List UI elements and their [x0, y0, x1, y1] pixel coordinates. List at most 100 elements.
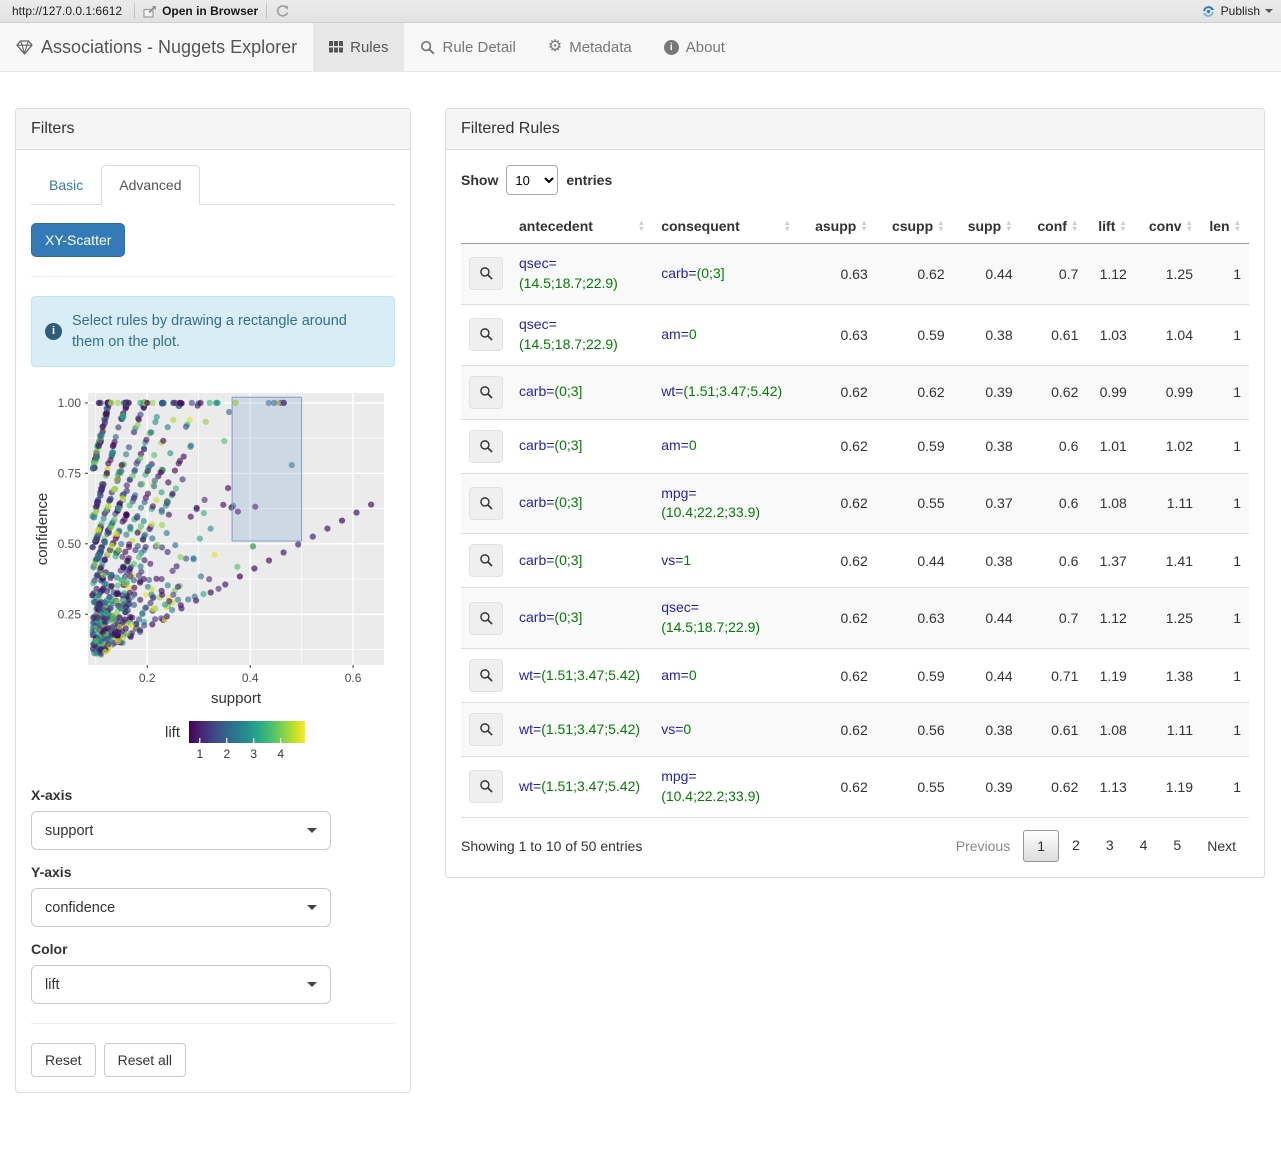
- inspect-rule-button[interactable]: [469, 486, 503, 520]
- scatter-point: [133, 460, 140, 467]
- scatter-point: [234, 508, 241, 515]
- inspect-rule-button[interactable]: [469, 770, 503, 804]
- column-header-lift[interactable]: lift ▲ ▼: [1086, 209, 1135, 244]
- column-header-csupp[interactable]: csupp ▲ ▼: [875, 209, 953, 244]
- selection-rectangle[interactable]: [231, 396, 303, 542]
- scatter-point: [137, 455, 144, 462]
- column-header-supp[interactable]: supp ▲ ▼: [952, 209, 1021, 244]
- scatter-point: [177, 400, 184, 407]
- toolbar-divider: [266, 3, 268, 19]
- scatter-point: [193, 504, 200, 512]
- scatter-point: [251, 565, 258, 572]
- tab-about[interactable]: i About: [648, 23, 741, 71]
- page-button-3[interactable]: 3: [1105, 836, 1114, 853]
- rules-table: antecedent ▲ ▼ consequent ▲ ▼ asupp ▲ ▼ csupp ▲ ▼ su…: [461, 209, 1249, 818]
- publish-button[interactable]: Publish: [1201, 4, 1273, 19]
- column-header-conv[interactable]: conv ▲ ▼: [1134, 209, 1201, 244]
- tab-rule-detail[interactable]: Rule Detail: [404, 23, 531, 71]
- scatter-point: [200, 591, 207, 598]
- antecedent-cell: carb=(0;3]: [519, 551, 583, 568]
- previous-page-button[interactable]: Previous: [955, 837, 1011, 854]
- scatter-point: [90, 615, 97, 622]
- scatter-point: [338, 517, 346, 524]
- supp-cell: 0.44: [985, 667, 1013, 684]
- scatter-point: [226, 409, 233, 416]
- scatter-point: [117, 605, 124, 612]
- scatter-point: [169, 607, 176, 614]
- sort-icon: ▲ ▼: [1005, 218, 1013, 233]
- tab-rules[interactable]: Rules: [313, 23, 405, 71]
- scatter-point: [121, 616, 128, 623]
- scatter-point: [179, 476, 186, 483]
- page-length-select[interactable]: 10: [506, 165, 559, 195]
- page-button-2[interactable]: 2: [1072, 836, 1080, 853]
- scatter-point: [118, 577, 125, 584]
- reset-button[interactable]: Reset: [31, 1043, 96, 1078]
- open-in-browser-button[interactable]: Open in Browser: [143, 4, 258, 18]
- next-page-button[interactable]: Next: [1207, 837, 1236, 854]
- tab-metadata[interactable]: ⚙ Metadata: [532, 23, 648, 71]
- inspect-rule-button[interactable]: [469, 318, 503, 352]
- inspect-rule-button[interactable]: [469, 429, 503, 463]
- scatter-point: [164, 582, 171, 589]
- x-axis-select[interactable]: support: [31, 811, 331, 851]
- scatter-point: [100, 481, 107, 488]
- scatter-point: [119, 495, 126, 502]
- xy-scatter-button[interactable]: XY-Scatter: [31, 223, 126, 257]
- inspect-rule-button[interactable]: [469, 375, 503, 409]
- page-button-1[interactable]: 1: [1023, 829, 1060, 862]
- scatter-point: [131, 494, 138, 501]
- scatter-point: [103, 588, 110, 595]
- scatter-point: [142, 605, 149, 612]
- reset-all-button[interactable]: Reset all: [103, 1043, 187, 1078]
- scatter-point: [129, 593, 136, 601]
- scatter-point: [173, 563, 180, 570]
- scatter-point: [131, 584, 138, 592]
- conf-cell: 0.7: [1058, 265, 1079, 282]
- inspect-rule-button[interactable]: [469, 713, 503, 746]
- y-axis-select[interactable]: confidence: [31, 888, 331, 928]
- refresh-button[interactable]: [275, 4, 290, 19]
- inspect-cell: [461, 757, 511, 818]
- column-header-asupp[interactable]: asupp ▲ ▼: [798, 209, 876, 244]
- column-header-len[interactable]: len ▲ ▼: [1200, 209, 1249, 244]
- scatter-point: [207, 525, 214, 532]
- scatter-points: [89, 399, 375, 658]
- tab-basic[interactable]: Basic: [31, 165, 101, 205]
- publish-icon: [1202, 5, 1214, 17]
- page-button-5[interactable]: 5: [1173, 836, 1182, 853]
- scatter-point: [120, 564, 127, 571]
- column-header-conf[interactable]: conf ▲ ▼: [1020, 209, 1087, 244]
- inspect-rule-button[interactable]: [469, 544, 503, 578]
- inspect-rule-button[interactable]: [469, 659, 503, 692]
- inspect-cell: [461, 649, 511, 703]
- consequent-cell: vs=0: [661, 720, 692, 737]
- consequent-cell: carb=(0;3]: [661, 264, 725, 281]
- legend-title: lift: [165, 724, 181, 741]
- scatter-point: [186, 416, 193, 423]
- svg-text:2: 2: [223, 747, 230, 761]
- filtered-rules-title: Filtered Rules: [446, 109, 1264, 150]
- inspect-rule-button[interactable]: [469, 601, 503, 635]
- scatter-point: [161, 601, 169, 608]
- scatter-plot[interactable]: 0.2 0.4 0.6 0.25 0.50 0.75 1.00 support confiden…: [31, 385, 393, 777]
- scatter-point: [175, 460, 182, 467]
- lift-cell: 1.37: [1099, 552, 1127, 569]
- y-axis-control: Y-axis confidence: [31, 864, 395, 928]
- inspect-rule-button[interactable]: [469, 257, 503, 291]
- tab-advanced[interactable]: Advanced: [101, 165, 200, 205]
- scatter-point: [183, 555, 190, 562]
- scatter-point: [106, 497, 113, 504]
- scatter-point: [190, 556, 197, 563]
- page-button-4[interactable]: 4: [1139, 836, 1148, 853]
- lift-cell: 1.08: [1099, 495, 1127, 512]
- color-select[interactable]: lift: [31, 965, 331, 1005]
- divider: [31, 1023, 395, 1025]
- scatter-point: [127, 573, 134, 580]
- column-header-consequent[interactable]: consequent ▲ ▼: [653, 209, 799, 244]
- scatter-point: [180, 453, 187, 460]
- lift-cell: 1.12: [1099, 610, 1127, 627]
- column-header-antecedent[interactable]: antecedent ▲ ▼: [511, 209, 654, 244]
